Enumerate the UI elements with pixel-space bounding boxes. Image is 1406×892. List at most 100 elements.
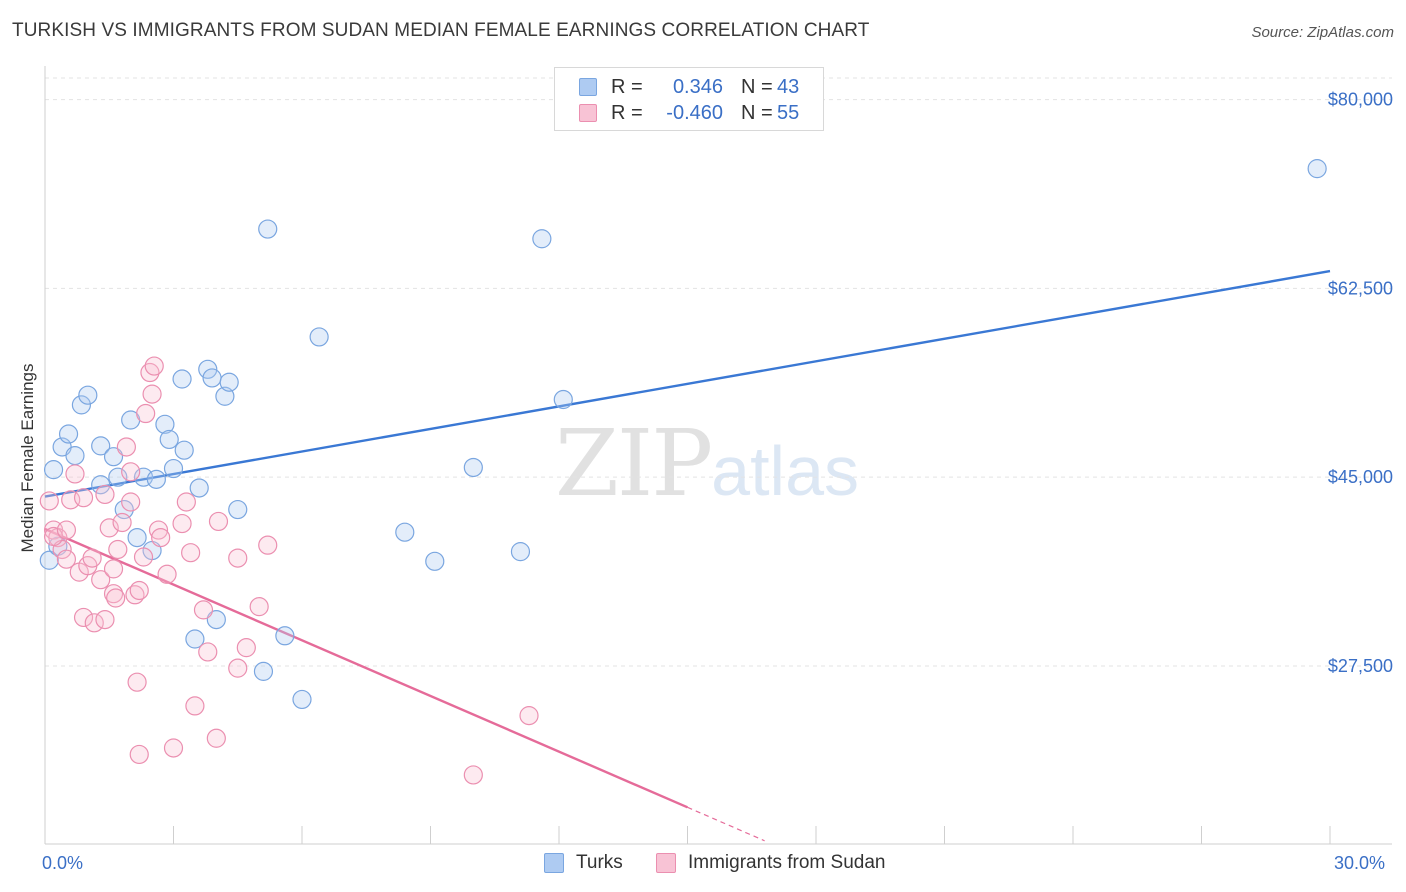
point-sudan <box>65 464 85 484</box>
y-tick-labels: $27,500 $45,000 $62,500 $80,000 <box>1328 90 1393 676</box>
point-turks <box>189 478 209 498</box>
trend-line-turks <box>44 269 1331 498</box>
point-sudan <box>133 547 154 567</box>
point-sudan <box>95 609 115 630</box>
point-sudan <box>56 520 77 540</box>
legend-row-turks: R = 0.346 N = 43 <box>579 75 799 99</box>
point-turks <box>71 395 92 415</box>
point-sudan <box>142 384 162 404</box>
legend-swatch-sudan <box>656 853 676 873</box>
point-turks <box>65 446 85 466</box>
point-sudan <box>56 549 77 569</box>
point-sudan <box>129 744 149 765</box>
point-turks <box>463 457 483 478</box>
legend-r-label: R = <box>611 75 643 98</box>
legend-r-label: R = <box>611 101 643 124</box>
point-turks <box>202 368 222 388</box>
chart-title: TURKISH VS IMMIGRANTS FROM SUDAN MEDIAN … <box>12 20 870 41</box>
point-sudan <box>185 696 205 716</box>
point-turks <box>155 414 175 434</box>
point-sudan <box>208 511 229 532</box>
trend-line-sudan <box>44 527 688 809</box>
point-turks <box>198 359 218 379</box>
legend-r-value: -0.460 <box>666 101 723 124</box>
y-tick-label: $80,000 <box>1328 90 1393 110</box>
point-sudan <box>193 600 214 620</box>
point-sudan <box>73 488 94 508</box>
point-turks <box>58 424 79 444</box>
point-sudan <box>121 462 141 482</box>
point-turks <box>206 609 226 630</box>
watermark: ZIPatlas <box>555 410 859 517</box>
legend-row-sudan: R = -0.460 N = 55 <box>579 101 799 125</box>
trend-lines <box>44 269 1331 842</box>
point-turks <box>43 460 64 480</box>
point-sudan <box>249 597 269 617</box>
point-turks <box>172 369 192 389</box>
point-turks <box>159 429 179 450</box>
point-sudan <box>519 706 539 726</box>
y-tick-label: $27,500 <box>1328 656 1393 676</box>
y-tick-label: $62,500 <box>1328 278 1393 298</box>
point-sudan <box>95 484 115 505</box>
point-turks <box>425 551 445 571</box>
x-tick-label-max: 30.0% <box>1334 853 1386 873</box>
point-turks <box>39 550 59 570</box>
point-turks <box>174 440 194 460</box>
legend-label-turks: Turks <box>576 852 623 873</box>
point-turks <box>185 629 205 649</box>
point-sudan <box>73 607 94 628</box>
correlation-legend: R = 0.346 N = 43 R = -0.460 N = 55 <box>554 67 824 131</box>
legend-swatch-turks <box>579 78 597 96</box>
point-turks <box>219 372 239 392</box>
y-tick-label: $45,000 <box>1328 467 1393 487</box>
point-turks <box>553 389 573 410</box>
watermark-zip: ZIP <box>555 410 713 517</box>
point-sudan <box>206 728 226 748</box>
point-sudan <box>136 403 156 424</box>
point-sudan <box>84 613 104 633</box>
legend-item-turks[interactable]: Turks <box>544 852 623 874</box>
point-turks <box>103 447 124 467</box>
point-sudan <box>228 548 248 568</box>
point-sudan <box>103 559 124 579</box>
point-turks <box>91 475 111 495</box>
point-sudan <box>151 527 171 548</box>
point-sudan <box>121 492 141 512</box>
point-turks <box>532 229 552 249</box>
legend-n-label: N = <box>741 75 773 98</box>
x-tick-label-min: 0.0% <box>42 853 84 873</box>
point-sudan <box>144 356 164 376</box>
point-sudan <box>157 564 177 584</box>
watermark-atlas: atlas <box>711 432 860 510</box>
legend-n-label: N = <box>741 101 773 124</box>
point-turks <box>108 467 128 487</box>
point-turks <box>127 527 147 548</box>
legend-n-value: 43 <box>777 75 800 98</box>
grid-lines <box>45 77 1392 667</box>
legend-r-value: 0.346 <box>672 75 723 98</box>
point-turks <box>91 436 111 456</box>
point-turks <box>78 385 98 405</box>
point-sudan <box>181 543 201 563</box>
point-sudan <box>463 765 483 785</box>
point-sudan <box>176 492 196 512</box>
point-sudan <box>236 638 256 658</box>
point-sudan <box>39 491 59 511</box>
point-turks <box>395 522 415 542</box>
legend-item-sudan[interactable]: Immigrants from Sudan <box>656 852 885 874</box>
point-turks <box>258 219 278 239</box>
point-sudan <box>172 513 192 534</box>
legend-swatch-sudan <box>579 104 597 122</box>
point-sudan <box>116 437 136 457</box>
point-sudan <box>91 570 111 590</box>
point-turks <box>510 542 531 562</box>
axes <box>44 66 1392 845</box>
point-sudan <box>228 658 248 678</box>
point-turks <box>292 689 312 710</box>
point-turks <box>146 469 166 489</box>
trend-line-sudan-extension <box>687 806 765 842</box>
point-sudan <box>258 535 278 555</box>
point-sudan <box>127 672 147 692</box>
